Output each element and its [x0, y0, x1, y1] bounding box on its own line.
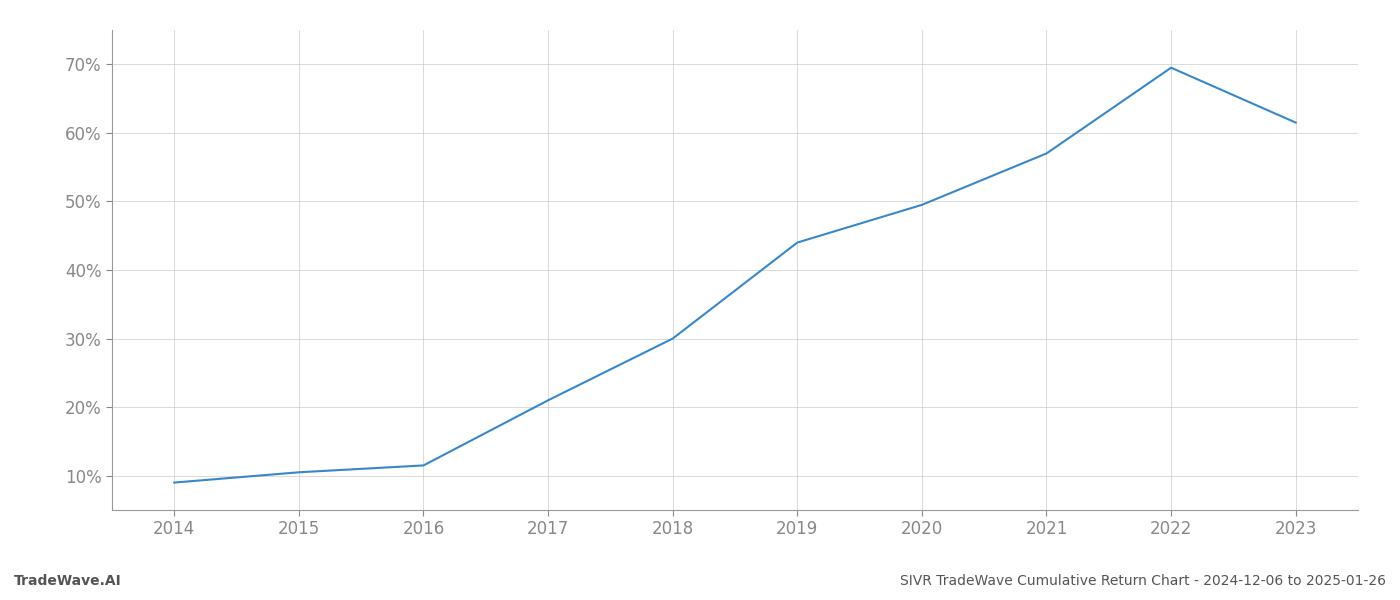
Text: TradeWave.AI: TradeWave.AI	[14, 574, 122, 588]
Text: SIVR TradeWave Cumulative Return Chart - 2024-12-06 to 2025-01-26: SIVR TradeWave Cumulative Return Chart -…	[900, 574, 1386, 588]
